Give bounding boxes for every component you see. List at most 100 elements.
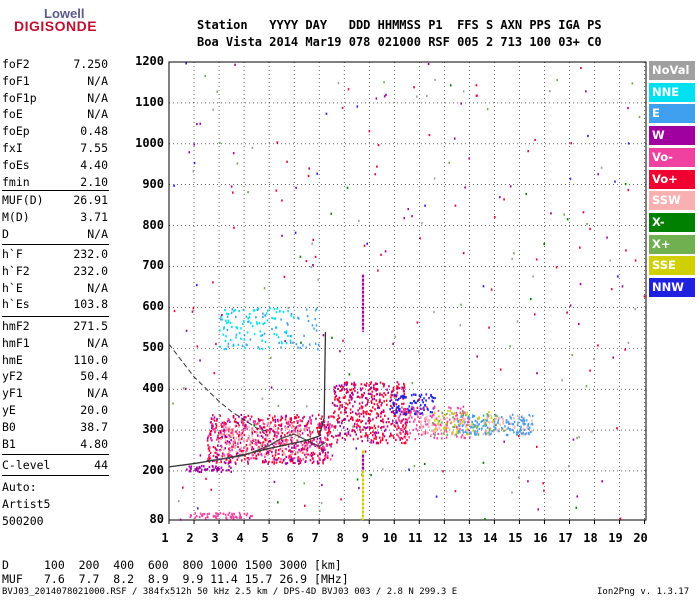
ionogram-echo-point [401, 396, 404, 399]
ionogram-echo-point [266, 438, 269, 441]
ionogram-echo-point [343, 396, 346, 400]
ionogram-echo-point [275, 311, 278, 314]
ionogram-echo-point [516, 320, 519, 323]
ionogram-echo-point [248, 436, 251, 440]
ionogram-echo-point [217, 468, 220, 471]
ionogram-echo-point [465, 424, 468, 427]
ionogram-echo-point [371, 395, 373, 399]
ionogram-echo-point [513, 252, 515, 255]
ionogram-echo-point [326, 423, 329, 427]
ionogram-echo-point [334, 425, 337, 428]
ionogram-echo-point [390, 404, 392, 408]
ionogram-echo-point [353, 429, 356, 432]
ionogram-echo-point [354, 430, 356, 434]
ionogram-echo-point [298, 434, 301, 437]
ionogram-echo-point [416, 429, 419, 432]
ionogram-echo-point [487, 421, 490, 424]
ionogram-echo-point [401, 441, 403, 445]
ionogram-echo-point [240, 437, 243, 440]
ionogram-echo-point [442, 432, 445, 435]
ionogram-echo-point [221, 421, 224, 424]
ionogram-echo-point [351, 391, 354, 394]
param-name: B0 [2, 419, 16, 434]
ionogram-echo-point [373, 402, 376, 406]
ionogram-echo-point [305, 448, 308, 451]
ionogram-echo-point [527, 480, 529, 483]
ionogram-echo-point [589, 369, 591, 372]
ionogram-echo-point [457, 431, 459, 435]
ionogram-echo-point [250, 440, 252, 443]
ionogram-echo-point [555, 266, 558, 269]
ionogram-echo-point [316, 437, 319, 440]
ionogram-echo-point [415, 410, 417, 413]
ionogram-echo-point [489, 433, 491, 436]
ionogram-echo-point [356, 418, 359, 421]
ionogram-echo-point [314, 309, 317, 312]
ionogram-echo-point [192, 307, 195, 310]
ionogram-echo-point [252, 453, 255, 456]
legend-item-vo: Vo+ [649, 169, 695, 189]
param-row: fmin 2.10 [2, 175, 108, 191]
ionogram-echo-point [402, 394, 404, 398]
ionogram-echo-point [286, 427, 288, 430]
ionogram-echo-point [232, 516, 235, 519]
x-tick-label: 16 [533, 531, 548, 545]
ionogram-echo-point [461, 424, 464, 428]
ionogram-echo-point [344, 381, 346, 385]
ionogram-echo-point [478, 423, 480, 426]
ionogram-echo-point [237, 422, 239, 425]
ionogram-echo-point [474, 419, 477, 422]
ionogram-echo-point [446, 416, 448, 419]
ionogram-echo-point [403, 216, 406, 220]
ionogram-echo-point [337, 414, 340, 417]
ionogram-echo-point [266, 424, 269, 427]
ionogram-echo-point [460, 421, 463, 424]
ionogram-echo-point [297, 426, 299, 429]
ionogram-echo-point [488, 429, 491, 432]
y-tick-label: 80 [149, 512, 164, 526]
ionogram-echo-point [382, 421, 385, 424]
ionogram-echo-point [513, 425, 516, 428]
ionogram-echo-point [303, 428, 306, 431]
ionogram-echo-point [235, 436, 238, 439]
ionogram-echo-point [214, 466, 217, 469]
ionogram-echo-point [220, 422, 223, 426]
ionogram-echo-point [262, 312, 264, 315]
ionogram-echo-point [290, 440, 293, 444]
ionogram-echo-point [396, 422, 398, 425]
ionogram-echo-point [396, 385, 398, 388]
x-tick-label: 17 [558, 531, 573, 545]
ionogram-echo-point [296, 425, 299, 428]
ionogram-echo-point [310, 265, 313, 269]
ionogram-echo-point [465, 414, 468, 417]
ionogram-echo-point [524, 428, 527, 431]
ionogram-echo-point [384, 428, 387, 431]
ionogram-echo-point [345, 381, 348, 384]
param-name: h`F [2, 247, 23, 261]
ionogram-echo-point [310, 452, 313, 455]
ionogram-echo-point [337, 81, 340, 85]
ionogram-echo-point [244, 427, 247, 430]
ionogram-echo-point [361, 419, 364, 423]
ionogram-echo-point [383, 95, 386, 98]
ionogram-echo-point [264, 455, 266, 458]
ionogram-echo-point [476, 430, 479, 433]
ionogram-echo-point [272, 419, 275, 422]
ionogram-echo-point [257, 452, 259, 456]
ionogram-echo-point [192, 170, 195, 173]
ionogram-echo-point [261, 397, 264, 400]
ionogram-echo-point [216, 419, 218, 422]
ionogram-echo-point [216, 453, 219, 456]
ionogram-echo-point [297, 424, 300, 427]
ionogram-echo-point [359, 425, 361, 429]
ionogram-echo-point [354, 383, 357, 386]
ionogram-echo-point [218, 467, 221, 470]
ionogram-echo-point [225, 426, 227, 429]
ionogram-echo-point [421, 399, 424, 402]
ionogram-echo-point [214, 446, 216, 449]
ionogram-echo-point [196, 345, 199, 348]
ionogram-echo-point [360, 412, 363, 416]
ionogram-echo-point [228, 465, 230, 468]
ionogram-echo-point [357, 437, 359, 440]
ionogram-echo-point [297, 317, 300, 320]
